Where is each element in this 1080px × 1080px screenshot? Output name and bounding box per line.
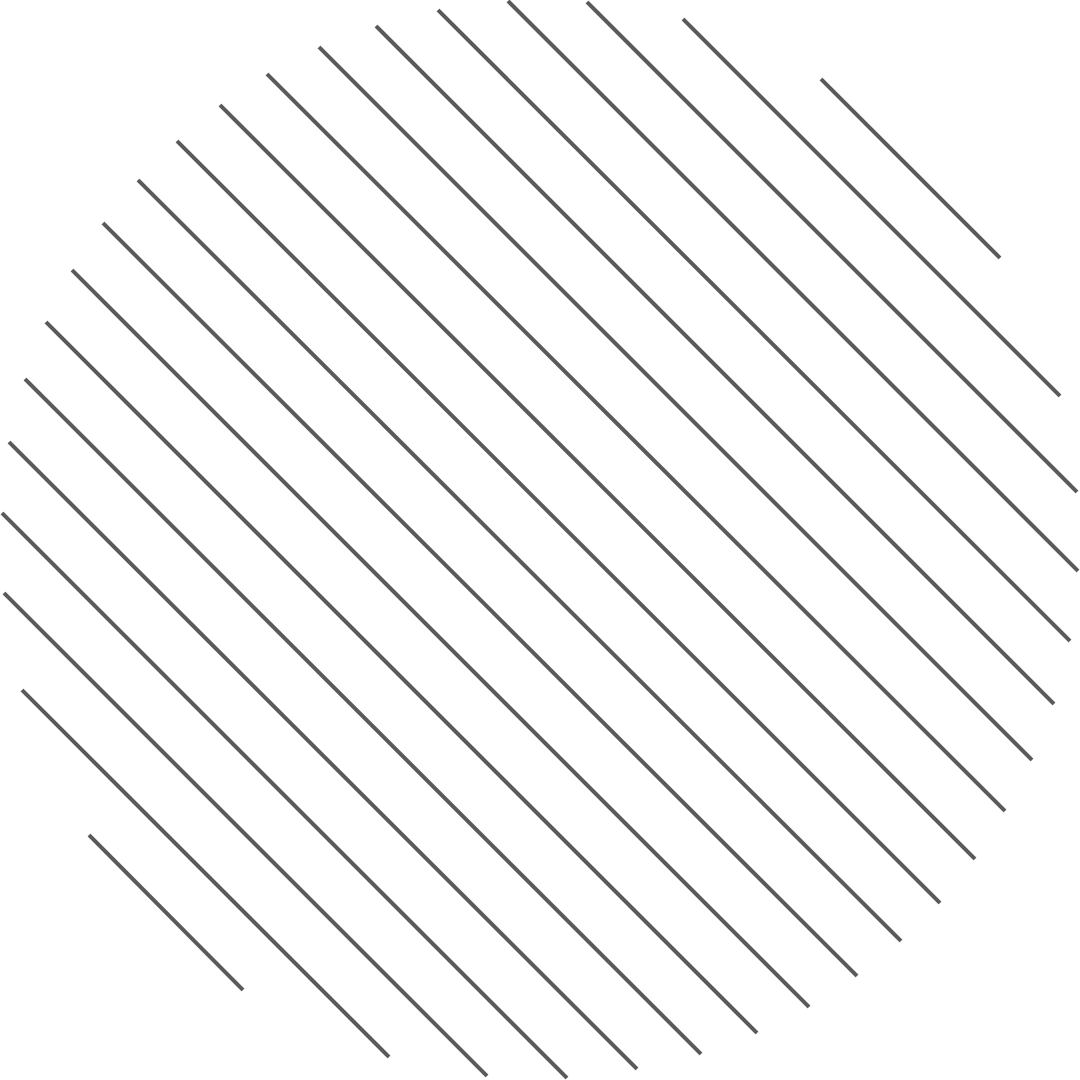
diagonal-line	[7, 440, 639, 1071]
diagonal-line	[819, 77, 1002, 260]
diagonal-line	[506, 0, 1080, 573]
diagonal-line	[585, 0, 1079, 494]
diagonal-line	[2, 591, 489, 1078]
diagonal-line	[101, 221, 859, 978]
diagonal-line	[70, 268, 811, 1009]
diagonal-line	[23, 377, 703, 1056]
diagonal-line	[175, 139, 942, 905]
diagonal-line	[87, 833, 245, 992]
diagonal-line	[265, 72, 1007, 813]
diagonal-line	[374, 24, 1056, 706]
diagonal-line	[136, 178, 903, 943]
diagonal-line	[436, 8, 1072, 643]
diagonal-line	[681, 17, 1062, 398]
diagonal-line	[44, 320, 759, 1035]
diagonal-line	[218, 103, 977, 861]
diagonal-line	[0, 511, 569, 1080]
diagonal-line	[317, 45, 1034, 762]
diagonal-line	[20, 688, 391, 1059]
